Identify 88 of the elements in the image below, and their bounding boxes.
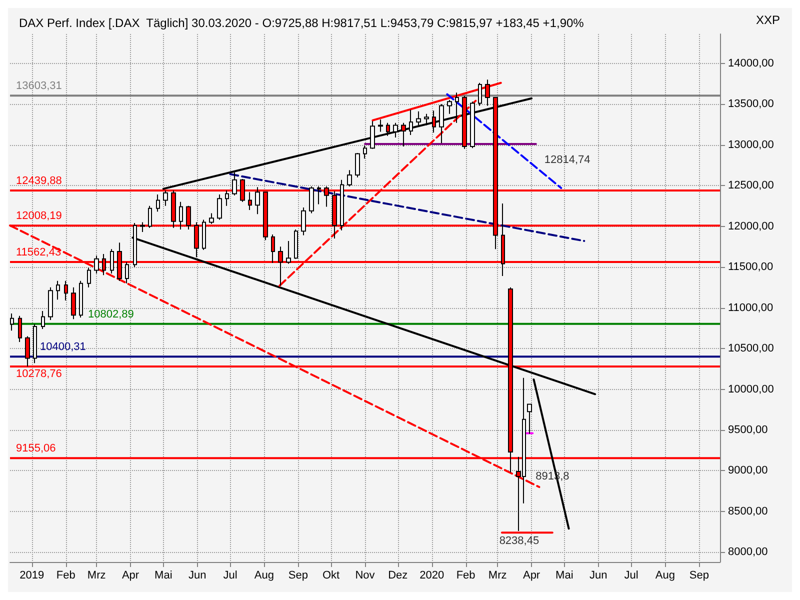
candlestick bbox=[179, 201, 183, 230]
candlestick bbox=[393, 122, 398, 138]
candlestick bbox=[478, 82, 482, 106]
candlestick bbox=[363, 145, 367, 160]
y-tick-label: 13500,00 bbox=[728, 98, 774, 110]
ref-line-label: 12439,88 bbox=[16, 174, 62, 187]
ref-line-label: 13603,31 bbox=[16, 80, 62, 92]
y-tick-label: 9000,00 bbox=[728, 464, 768, 477]
text: XXP bbox=[756, 13, 780, 27]
candlestick bbox=[79, 280, 83, 318]
x-tick-label: Mai bbox=[556, 570, 574, 582]
chart-title: DAX Perf. Index [.DAX Täglich] 30.03.2020 - O:9725,88 H:9817,51 L:9453,79 C:9815,97 +183,45 +1,90% bbox=[19, 16, 584, 30]
x-tick-label: Nov bbox=[355, 570, 376, 582]
x-tick-label: Sep bbox=[689, 570, 709, 582]
candlestick bbox=[202, 219, 206, 250]
x-tick-label: Jun bbox=[188, 570, 206, 582]
candlestick bbox=[340, 179, 344, 231]
candlestick bbox=[48, 286, 53, 320]
candlestick bbox=[225, 190, 229, 206]
ref-line-label: 10278,76 bbox=[16, 368, 62, 380]
candlestick bbox=[33, 324, 37, 364]
x-tick-label: Feb bbox=[56, 570, 76, 582]
candlestick bbox=[18, 315, 22, 342]
y-tick-label: 8000,00 bbox=[728, 546, 768, 558]
candlestick bbox=[355, 152, 360, 178]
candlestick bbox=[301, 207, 306, 236]
candlestick bbox=[439, 104, 444, 144]
x-tick-label: Jul bbox=[624, 570, 638, 582]
candlestick bbox=[409, 109, 413, 136]
y-tick-label: 11500,00 bbox=[728, 261, 774, 274]
x-tick-label: Jun bbox=[590, 570, 608, 582]
ref-line-label: 12008,19 bbox=[16, 210, 62, 222]
candlestick bbox=[447, 100, 452, 114]
candlestick bbox=[370, 120, 375, 150]
x-tick-label: 2020 bbox=[420, 570, 444, 582]
y-tick-label: 10500,00 bbox=[728, 342, 774, 355]
candlestick bbox=[87, 267, 91, 288]
y-tick-label: 11000,00 bbox=[728, 302, 774, 314]
candlestick bbox=[64, 280, 68, 301]
y-tick-label: 12000,00 bbox=[728, 220, 774, 232]
candlestick bbox=[125, 262, 129, 284]
x-tick-label: Feb bbox=[456, 570, 476, 582]
x-tick-label: Sep bbox=[288, 570, 308, 582]
x-tick-label: 2019 bbox=[20, 570, 44, 582]
candlestick bbox=[527, 404, 532, 434]
candlestick bbox=[71, 286, 76, 320]
y-tick-label: 9500,00 bbox=[728, 424, 768, 436]
candlestick bbox=[41, 310, 45, 330]
candlestick bbox=[286, 240, 291, 264]
ref-line-label: 10400,31 bbox=[40, 341, 86, 354]
candlestick bbox=[156, 194, 160, 212]
x-tick-label: Okt bbox=[322, 570, 340, 582]
x-tick-label: Aug bbox=[655, 570, 676, 582]
x-tick-label: Mai bbox=[154, 570, 172, 582]
x-tick-label: Apr bbox=[122, 570, 140, 582]
candlestick bbox=[309, 186, 314, 214]
candlestick bbox=[347, 170, 352, 187]
x-tick-label: Mrz bbox=[488, 570, 507, 582]
x-tick-label: Apr bbox=[522, 570, 540, 582]
candlestick bbox=[110, 248, 114, 274]
ref-line-label: 11562,43 bbox=[16, 246, 62, 258]
y-tick-label: 13000,00 bbox=[728, 138, 774, 151]
x-tick-label: Jul bbox=[223, 570, 238, 582]
candlestick bbox=[217, 194, 222, 220]
candlestick bbox=[386, 122, 390, 136]
candlestick bbox=[416, 110, 421, 126]
candlestick bbox=[401, 122, 406, 147]
candlestick bbox=[424, 113, 429, 126]
candlestick bbox=[294, 229, 298, 260]
candlestick bbox=[56, 280, 60, 300]
ref-line-label: 10802,89 bbox=[88, 308, 134, 320]
x-tick-label: Mrz bbox=[87, 570, 106, 582]
annotation: 8238,45 bbox=[499, 535, 540, 548]
candlestick bbox=[148, 205, 152, 228]
x-tick-label: Aug bbox=[254, 570, 274, 582]
y-tick-label: 12500,00 bbox=[728, 180, 774, 192]
candlestick bbox=[470, 101, 475, 149]
candlestick bbox=[378, 119, 383, 132]
candlestick bbox=[255, 186, 260, 215]
candlestick bbox=[94, 255, 99, 274]
candlestick bbox=[209, 212, 214, 224]
y-tick-label: 8500,00 bbox=[728, 505, 768, 518]
ref-line-label: 9155,06 bbox=[16, 442, 56, 455]
y-tick-label: 10000,00 bbox=[728, 383, 774, 396]
y-tick-label: 14000,00 bbox=[728, 57, 774, 70]
x-tick-label: Dez bbox=[388, 570, 408, 582]
candlestick bbox=[432, 110, 436, 134]
annotation: 12814,74 bbox=[544, 154, 590, 166]
